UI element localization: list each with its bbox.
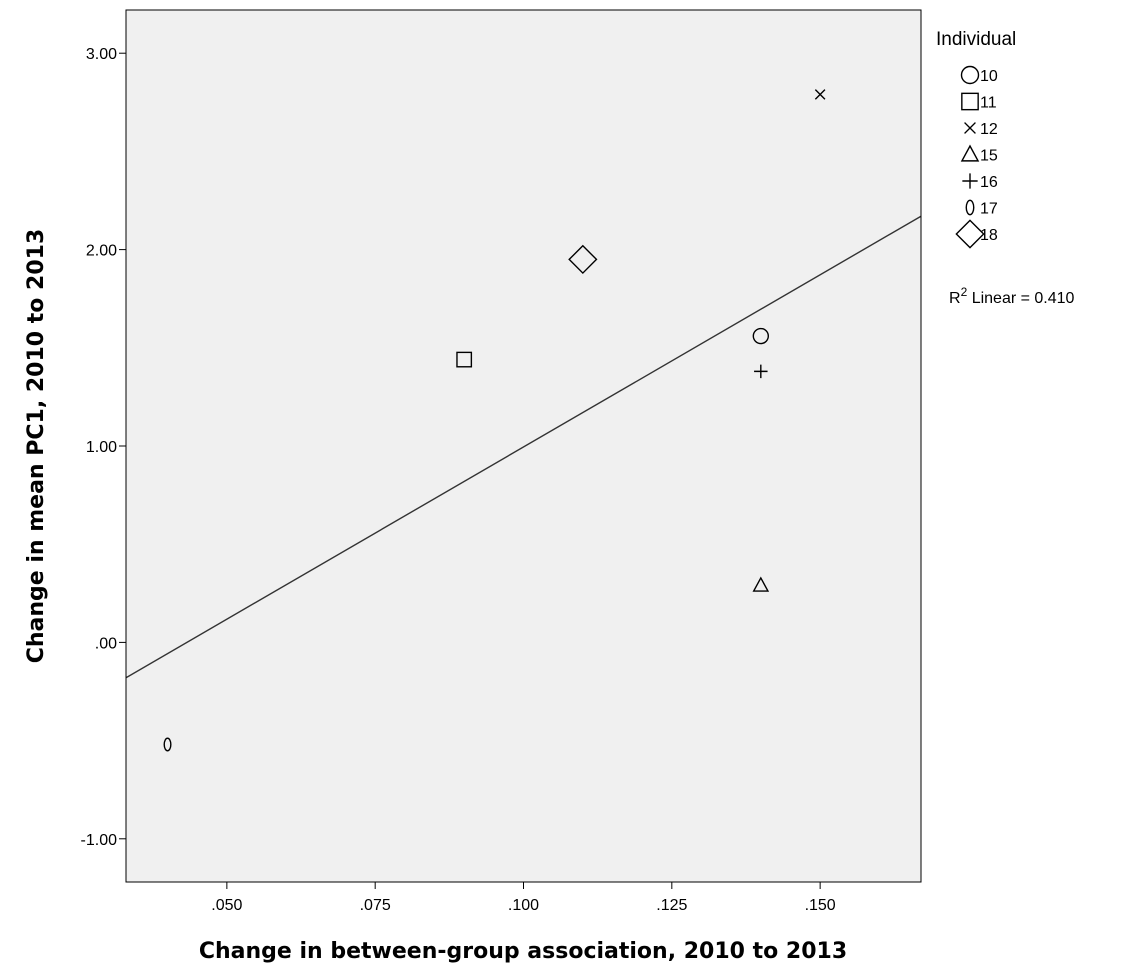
- legend-label-11: 11: [980, 95, 997, 112]
- legend: Individual 10 11 12 15 16 17 18 R2 Linear = 0.…: [936, 29, 1075, 307]
- legend-label-10: 10: [980, 68, 998, 85]
- x-tick-label: .100: [508, 897, 539, 914]
- legend-label-18: 18: [980, 227, 998, 244]
- legend-marker-10: [960, 65, 980, 85]
- y-axis: -1.00 .00 1.00 2.00 3.00: [81, 46, 126, 849]
- data-point-17: [163, 737, 172, 752]
- x-tick-label: .150: [805, 897, 836, 914]
- legend-marker-15: [960, 144, 980, 162]
- legend-marker-16: [962, 173, 978, 189]
- legend-title: Individual: [936, 29, 1016, 50]
- data-point-16: [754, 364, 768, 379]
- x-axis-title: Change in between-group association, 201…: [199, 939, 847, 964]
- data-point-12: [814, 89, 826, 100]
- x-tick-label: .075: [360, 897, 391, 914]
- legend-label-17: 17: [980, 201, 998, 218]
- y-tick-label: 1.00: [86, 439, 117, 456]
- legend-marker-18: [955, 219, 985, 249]
- legend-marker-12: [964, 122, 976, 134]
- plot-background: [126, 10, 921, 882]
- legend-label-15: 15: [980, 148, 998, 165]
- legend-label-16: 16: [980, 174, 998, 191]
- fit-line-layer: [125, 215, 922, 679]
- legend-label-12: 12: [980, 121, 998, 138]
- linear-fit-line: [125, 215, 922, 679]
- x-tick-label: .050: [211, 897, 242, 914]
- r2-linear-label: R2 Linear = 0.410: [949, 285, 1075, 307]
- marker-layer: [163, 89, 826, 752]
- y-axis-title: Change in mean PC1, 2010 to 2013: [24, 229, 49, 664]
- y-tick-label: .00: [95, 635, 117, 652]
- x-tick-label: .125: [656, 897, 687, 914]
- data-point-11: [456, 351, 473, 368]
- data-point-15: [752, 576, 770, 592]
- y-tick-label: 2.00: [86, 243, 117, 260]
- y-tick-label: -1.00: [81, 832, 118, 849]
- data-point-10: [752, 327, 770, 345]
- legend-items: 10 11 12 15 16 17 18: [955, 65, 998, 249]
- legend-marker-11: [961, 92, 979, 111]
- y-tick-label: 3.00: [86, 46, 117, 63]
- legend-marker-17: [965, 199, 975, 216]
- data-point-18: [568, 244, 598, 275]
- x-axis: .050 .075 .100 .125 .150: [211, 882, 836, 914]
